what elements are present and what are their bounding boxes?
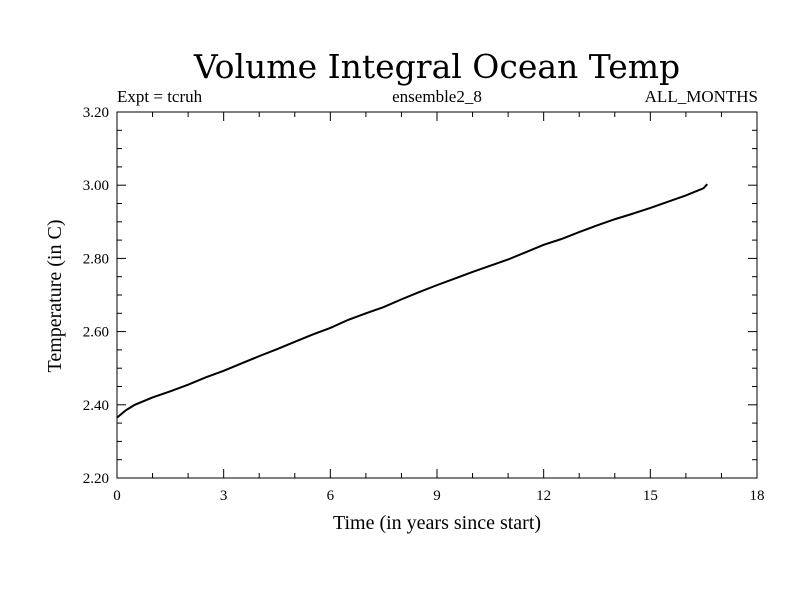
x-tick-label: 15 bbox=[643, 488, 658, 504]
tick-labels: 0 3 6 9 12 15 18 2.20 2.40 2.60 2.80 3.00 3.20 bbox=[83, 105, 765, 504]
x-tick-label: 0 bbox=[113, 488, 121, 504]
x-axis-label: Time (in years since start) bbox=[333, 512, 541, 534]
y-axis-label: Temperature (in C) bbox=[44, 220, 66, 373]
experiment-label: Expt = tcruh bbox=[117, 87, 203, 106]
x-tick-label: 18 bbox=[750, 488, 765, 504]
x-tick-label: 9 bbox=[433, 488, 441, 504]
ensemble-label: ensemble2_8 bbox=[392, 87, 482, 106]
y-tick-label: 2.60 bbox=[83, 325, 109, 341]
axis-ticks bbox=[116, 111, 758, 479]
plot-frame bbox=[116, 111, 758, 479]
y-tick-label: 2.20 bbox=[83, 471, 109, 487]
y-tick-label: 3.20 bbox=[83, 105, 109, 121]
x-tick-label: 12 bbox=[536, 488, 551, 504]
y-tick-label: 2.80 bbox=[83, 251, 109, 267]
chart-title: Volume Integral Ocean Temp bbox=[193, 47, 680, 86]
y-tick-label: 2.40 bbox=[83, 398, 109, 414]
series-line bbox=[116, 183, 708, 419]
months-label: ALL_MONTHS bbox=[645, 87, 758, 106]
x-tick-label: 3 bbox=[220, 488, 228, 504]
x-tick-label: 6 bbox=[327, 488, 335, 504]
y-tick-label: 3.00 bbox=[83, 178, 109, 194]
